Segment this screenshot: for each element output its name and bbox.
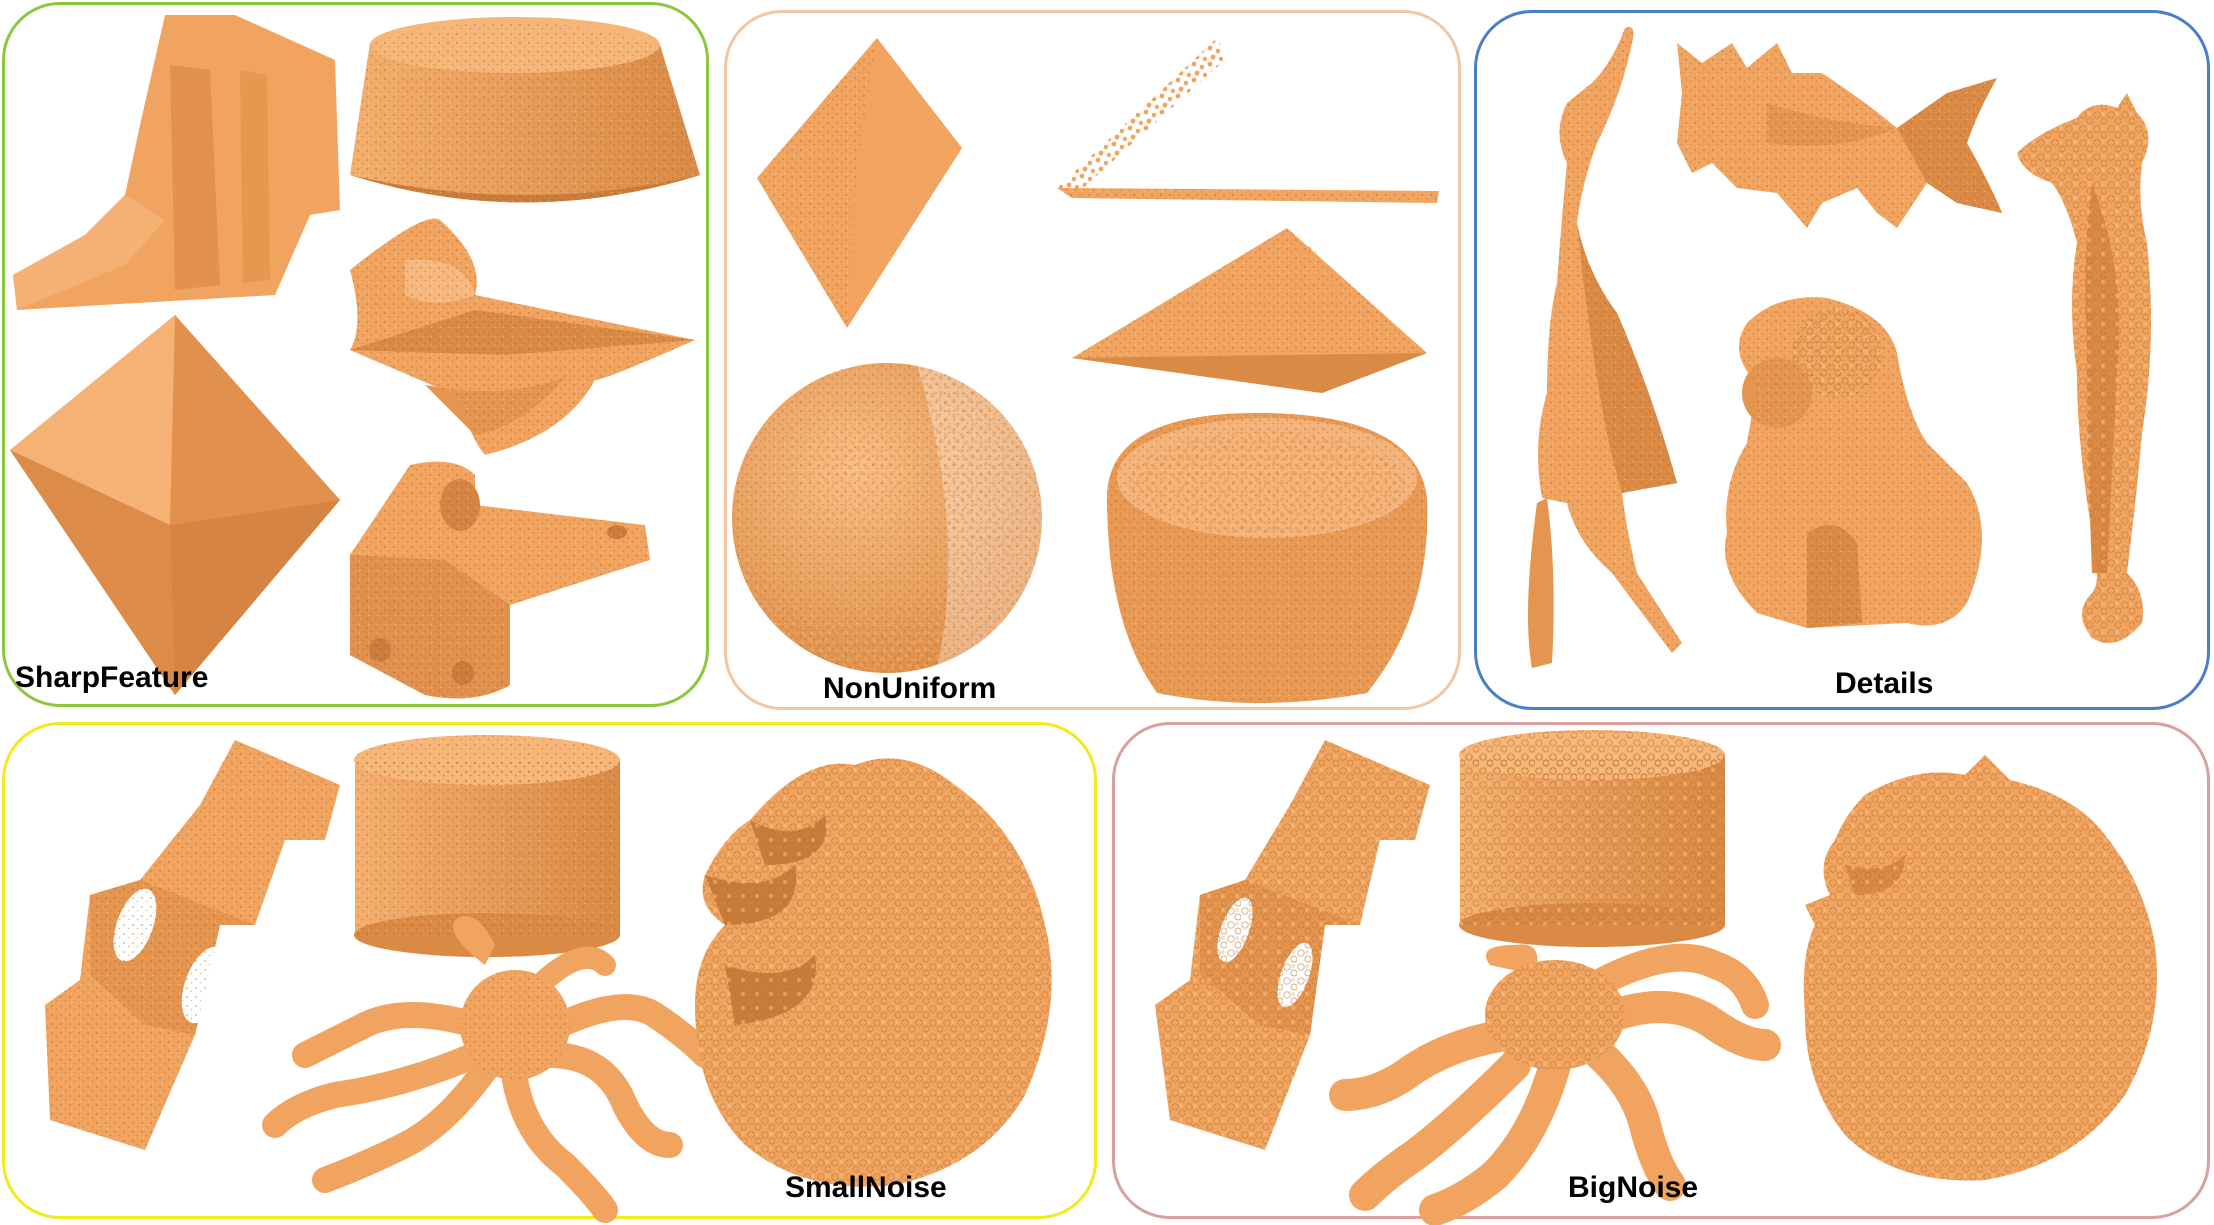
pyramid-pointcloud <box>1072 228 1427 393</box>
twisted-sphere-model <box>695 758 1052 1187</box>
noisy-sphere-model <box>1803 755 2157 1181</box>
diamond-pointcloud <box>757 38 962 328</box>
wedge-pointcloud <box>1057 38 1439 203</box>
octopus-model <box>262 915 718 1223</box>
panel-label-non-uniform: NonUniform <box>823 672 997 705</box>
fish-model <box>1677 43 2002 228</box>
bowl-pointcloud <box>1107 413 1428 703</box>
seahorse-model <box>2017 93 2151 643</box>
small-noise-models <box>45 735 1052 1223</box>
panel-label-big-noise: BigNoise <box>1568 1171 1699 1204</box>
fandisk-model <box>13 15 340 310</box>
sharp-feature-models <box>10 15 700 699</box>
big-noise-models <box>1155 730 2157 1225</box>
dancer-model <box>1528 27 1682 668</box>
panel-details: Details <box>1474 10 2210 710</box>
octopus-model <box>1329 943 1781 1225</box>
sphere-pointcloud <box>732 363 1051 673</box>
panel-label-sharp-feature: SharpFeature <box>15 661 209 694</box>
panel-label-details: Details <box>1835 667 1934 700</box>
twisted-spiral-model <box>350 218 695 455</box>
non-uniform-models <box>732 38 1439 703</box>
panel-label-small-noise: SmallNoise <box>785 1171 947 1204</box>
panel-sharp-feature: SharpFeature <box>2 2 709 707</box>
panel-big-noise: BigNoise <box>1112 722 2210 1225</box>
cylinder-model <box>1459 730 1725 947</box>
details-models <box>1528 27 2151 668</box>
frustum-model <box>350 17 700 203</box>
holed-block-model <box>45 740 340 1150</box>
lion-statue-model <box>1725 297 1982 628</box>
bracket-model <box>350 461 650 699</box>
holed-block-model <box>1155 740 1430 1150</box>
octahedron-model <box>10 315 340 695</box>
panel-non-uniform: NonUniform <box>724 10 1461 710</box>
cylinder-model <box>354 735 620 957</box>
panel-small-noise: SmallNoise <box>2 722 1097 1223</box>
